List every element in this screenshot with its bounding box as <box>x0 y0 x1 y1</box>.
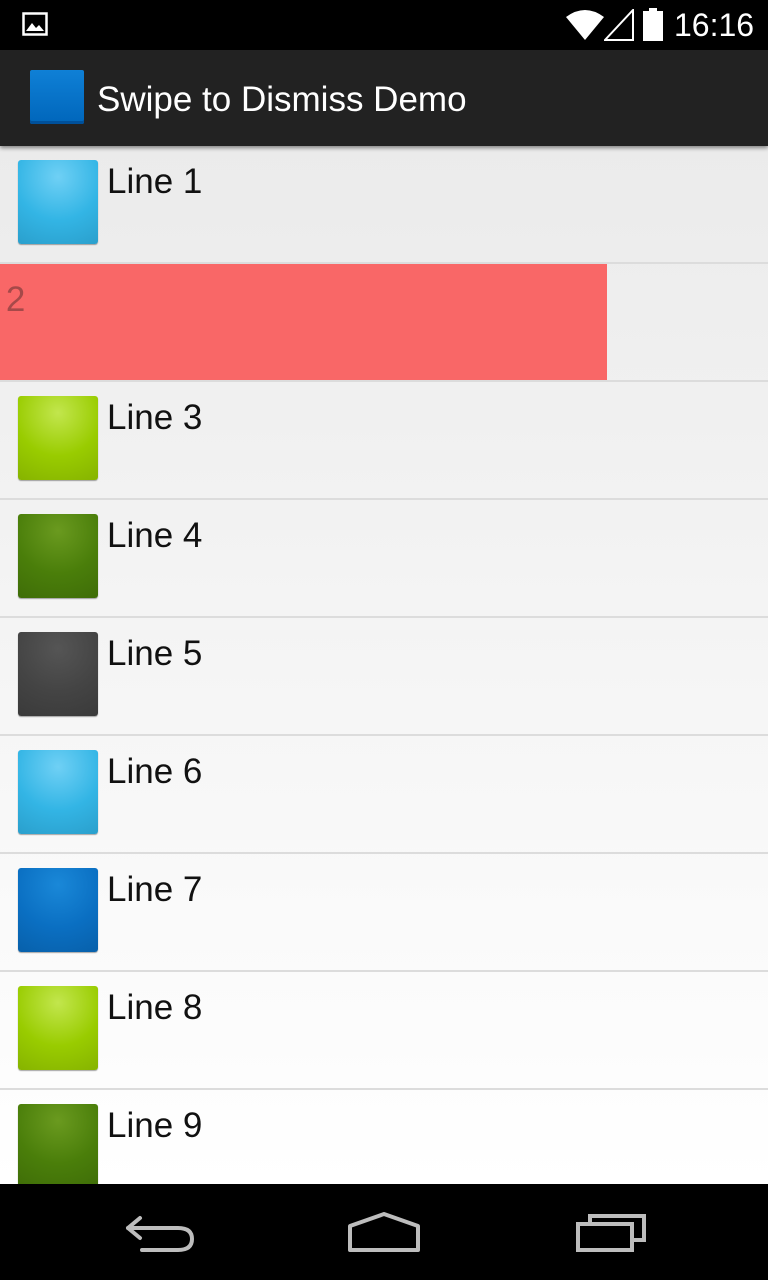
wifi-icon <box>566 9 604 46</box>
list-item-label: Line 2 <box>0 280 26 319</box>
list-item[interactable]: Line 3 <box>0 382 768 500</box>
list-item-label: Line 3 <box>107 398 203 437</box>
color-thumbnail <box>18 986 98 1070</box>
signal-icon <box>602 7 634 46</box>
navigation-bar <box>0 1184 768 1280</box>
list-item[interactable]: Line 6 <box>0 736 768 854</box>
list-item-label: Line 9 <box>107 1106 203 1145</box>
color-thumbnail <box>18 396 98 480</box>
back-icon[interactable] <box>120 1210 196 1259</box>
list-item-label: Line 4 <box>107 516 203 555</box>
swipe-list[interactable]: Line 1 Line 2 Line 3 Line 4 Line 5 Line … <box>0 146 768 1184</box>
status-clock: 16:16 <box>674 7 755 43</box>
color-thumbnail <box>18 1104 98 1184</box>
color-thumbnail <box>18 160 98 244</box>
color-thumbnail <box>18 750 98 834</box>
list-item[interactable]: Line 5 <box>0 618 768 736</box>
color-thumbnail <box>18 868 98 952</box>
list-item[interactable]: Line 7 <box>0 854 768 972</box>
list-item-label: Line 1 <box>107 162 203 201</box>
color-thumbnail <box>18 514 98 598</box>
gallery-icon <box>22 12 48 41</box>
status-bar: 16:16 <box>0 0 768 50</box>
app-title: Swipe to Dismiss Demo <box>97 80 467 119</box>
action-bar: Swipe to Dismiss Demo <box>0 50 768 146</box>
list-item-label: Line 7 <box>107 870 203 909</box>
list-item[interactable]: Line 9 <box>0 1090 768 1184</box>
list-item[interactable]: Line 1 <box>0 146 768 264</box>
home-icon[interactable] <box>346 1210 422 1259</box>
list-item[interactable]: Line 4 <box>0 500 768 618</box>
list-item-label: Line 8 <box>107 988 203 1027</box>
swipe-dismiss-overlay[interactable]: Line 2 <box>0 264 607 380</box>
recent-apps-icon[interactable] <box>574 1210 650 1259</box>
list-item-swiping[interactable]: Line 2 <box>0 264 768 382</box>
list-item-label: Line 6 <box>107 752 203 791</box>
color-thumbnail <box>18 632 98 716</box>
app-icon[interactable] <box>30 70 84 124</box>
list-item-label: Line 5 <box>107 634 203 673</box>
battery-icon <box>642 8 664 47</box>
list-item[interactable]: Line 8 <box>0 972 768 1090</box>
